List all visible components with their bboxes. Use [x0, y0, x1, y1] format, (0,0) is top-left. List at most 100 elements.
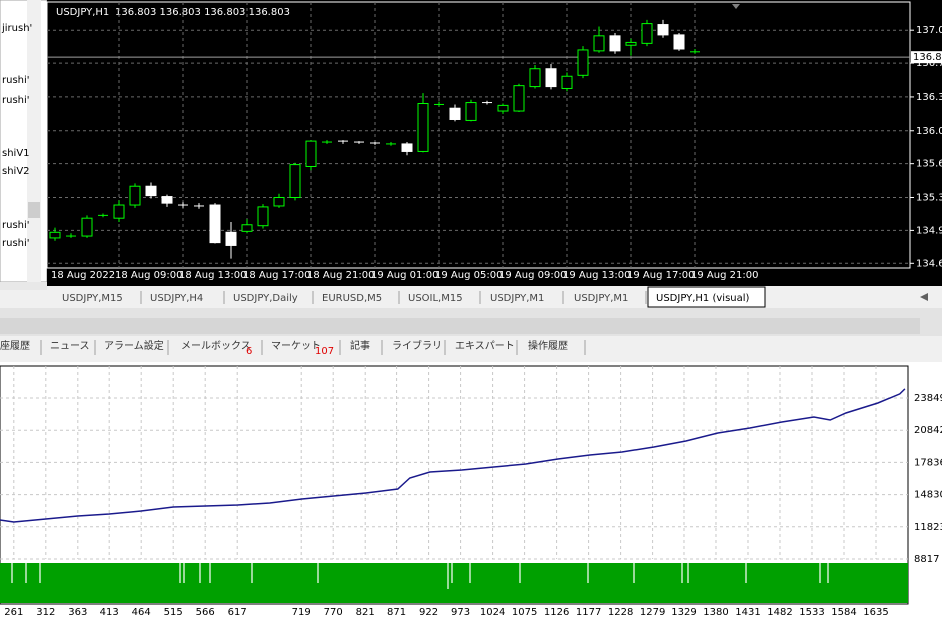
x-tick-label: 1228	[608, 607, 633, 618]
price-chart	[47, 0, 942, 286]
x-tick-label: 1533	[799, 607, 824, 618]
x-tick-label: 1279	[640, 607, 665, 618]
sidebar-hscroll	[0, 282, 47, 290]
x-tick-label: 19 Aug 13:00	[563, 270, 630, 281]
x-tick-label: 617	[228, 607, 247, 618]
y-tick-label: 134.96	[916, 225, 942, 236]
x-tick-label: 1635	[863, 607, 888, 618]
x-tick-label: 19 Aug 21:00	[691, 270, 758, 281]
x-tick-label: 719	[292, 607, 311, 618]
candle-body	[401, 143, 413, 152]
x-tick-label: 821	[356, 607, 375, 618]
x-tick-label: 770	[324, 607, 343, 618]
tab-scroll[interactable]	[920, 293, 928, 301]
navigator-item[interactable]: rushi'	[2, 220, 30, 231]
candle-body	[673, 34, 685, 50]
terminal-tab[interactable]: 座履歴	[0, 339, 30, 352]
y-tick-label: 134.61	[916, 258, 942, 269]
navigator-item[interactable]: shiV1	[2, 148, 30, 159]
candle-body	[305, 140, 317, 167]
candle-body	[545, 68, 557, 88]
x-tick-label: 18 Aug 09:00	[115, 270, 182, 281]
navigator-item[interactable]: rushi'	[2, 238, 30, 249]
navigator-item[interactable]: shiV2	[2, 166, 30, 177]
chart-tab[interactable]: USDJPY,M1	[574, 293, 628, 304]
y-tick-label: 137.09	[916, 25, 942, 36]
y-tick-label: 135.67	[916, 159, 942, 170]
terminal-tab[interactable]: マーケット	[271, 340, 321, 352]
terminal-tab[interactable]: メールボックス	[181, 340, 251, 352]
candle-body	[241, 224, 253, 232]
x-tick-label: 19 Aug 09:00	[499, 270, 566, 281]
y-tick-label: 8817	[914, 554, 939, 565]
x-tick-label: 363	[68, 607, 87, 618]
candle-body	[609, 35, 621, 52]
candle-body	[657, 24, 669, 36]
candle-body	[81, 217, 93, 237]
candle-body	[561, 75, 573, 89]
trade-marks	[11, 563, 829, 589]
candle-body	[625, 41, 637, 46]
x-tick-label: 413	[100, 607, 119, 618]
navigator-item[interactable]: jirush'	[1, 23, 32, 34]
chart-title: USDJPY,H1	[56, 7, 109, 18]
x-tick-label: 973	[451, 607, 470, 618]
terminal-tab[interactable]: 操作履歴	[528, 339, 568, 352]
candle-body	[513, 85, 525, 112]
terminal-tab[interactable]: ニュース	[50, 341, 90, 352]
candle-body	[289, 164, 301, 199]
x-tick-label: 18 Aug 2022	[51, 270, 115, 281]
x-tick-label: 261	[4, 607, 23, 618]
x-tick-label: 18 Aug 21:00	[307, 270, 374, 281]
chart-tab[interactable]: USDJPY,H4	[150, 293, 203, 304]
terminal-tabs-bar	[0, 336, 942, 360]
price-label-box	[911, 51, 942, 64]
candle-body	[577, 49, 589, 76]
candle-body	[257, 206, 269, 227]
chart-tab[interactable]: USOIL,M15	[408, 293, 463, 304]
terminal-tab[interactable]: エキスパート	[455, 340, 515, 352]
x-tick-label: 1126	[544, 607, 569, 618]
chart-tab[interactable]: USDJPY,H1 (visual)	[656, 293, 750, 304]
candle-body	[161, 196, 173, 204]
x-tick-label: 515	[164, 607, 183, 618]
equity-frame	[0, 365, 909, 605]
terminal-tab[interactable]: 記事	[350, 339, 370, 352]
x-tick-label: 1584	[831, 607, 856, 618]
y-tick-label: 14830	[914, 490, 942, 501]
x-tick-label: 1024	[480, 607, 505, 618]
y-tick-label: 135.31	[916, 193, 942, 204]
plot-frame	[46, 1, 911, 269]
chart-tab[interactable]: EURUSD,M5	[322, 293, 382, 304]
navigator-item[interactable]: rushi'	[2, 95, 30, 106]
active-tab[interactable]	[647, 286, 766, 308]
chart-tab[interactable]: USDJPY,Daily	[233, 293, 298, 304]
candle-body	[145, 185, 157, 197]
y-tick-label: 17836	[914, 457, 942, 468]
hscrollbar[interactable]	[0, 318, 920, 334]
x-tick-label: 1075	[512, 607, 537, 618]
ohlc-info: 136.803 136.803 136.803 136.803	[115, 7, 290, 18]
candle-body	[417, 103, 429, 152]
candle-body	[209, 204, 221, 244]
terminal-tab[interactable]: ライブラリ	[392, 339, 442, 352]
y-tick-label: 11823	[914, 522, 942, 533]
terminal-tab[interactable]: アラーム設定	[104, 339, 164, 352]
candle-body	[497, 104, 509, 112]
candle-body	[449, 107, 461, 120]
x-tick-label: 1177	[576, 607, 601, 618]
scroll-thumb[interactable]	[28, 202, 40, 218]
x-tick-label: 922	[419, 607, 438, 618]
candle-body	[225, 231, 237, 246]
candle-body	[49, 231, 61, 239]
candle-body	[641, 23, 653, 44]
candle-body	[273, 197, 285, 207]
price-label: 136.80	[913, 52, 942, 63]
trade-bar-fill	[0, 563, 908, 603]
navigator-item[interactable]: rushi'	[2, 75, 30, 86]
shift-marker	[732, 4, 740, 9]
candle-body	[529, 68, 541, 88]
x-tick-label: 871	[387, 607, 406, 618]
chart-tab[interactable]: USDJPY,M1	[490, 293, 544, 304]
chart-tab[interactable]: USDJPY,M15	[62, 293, 123, 304]
